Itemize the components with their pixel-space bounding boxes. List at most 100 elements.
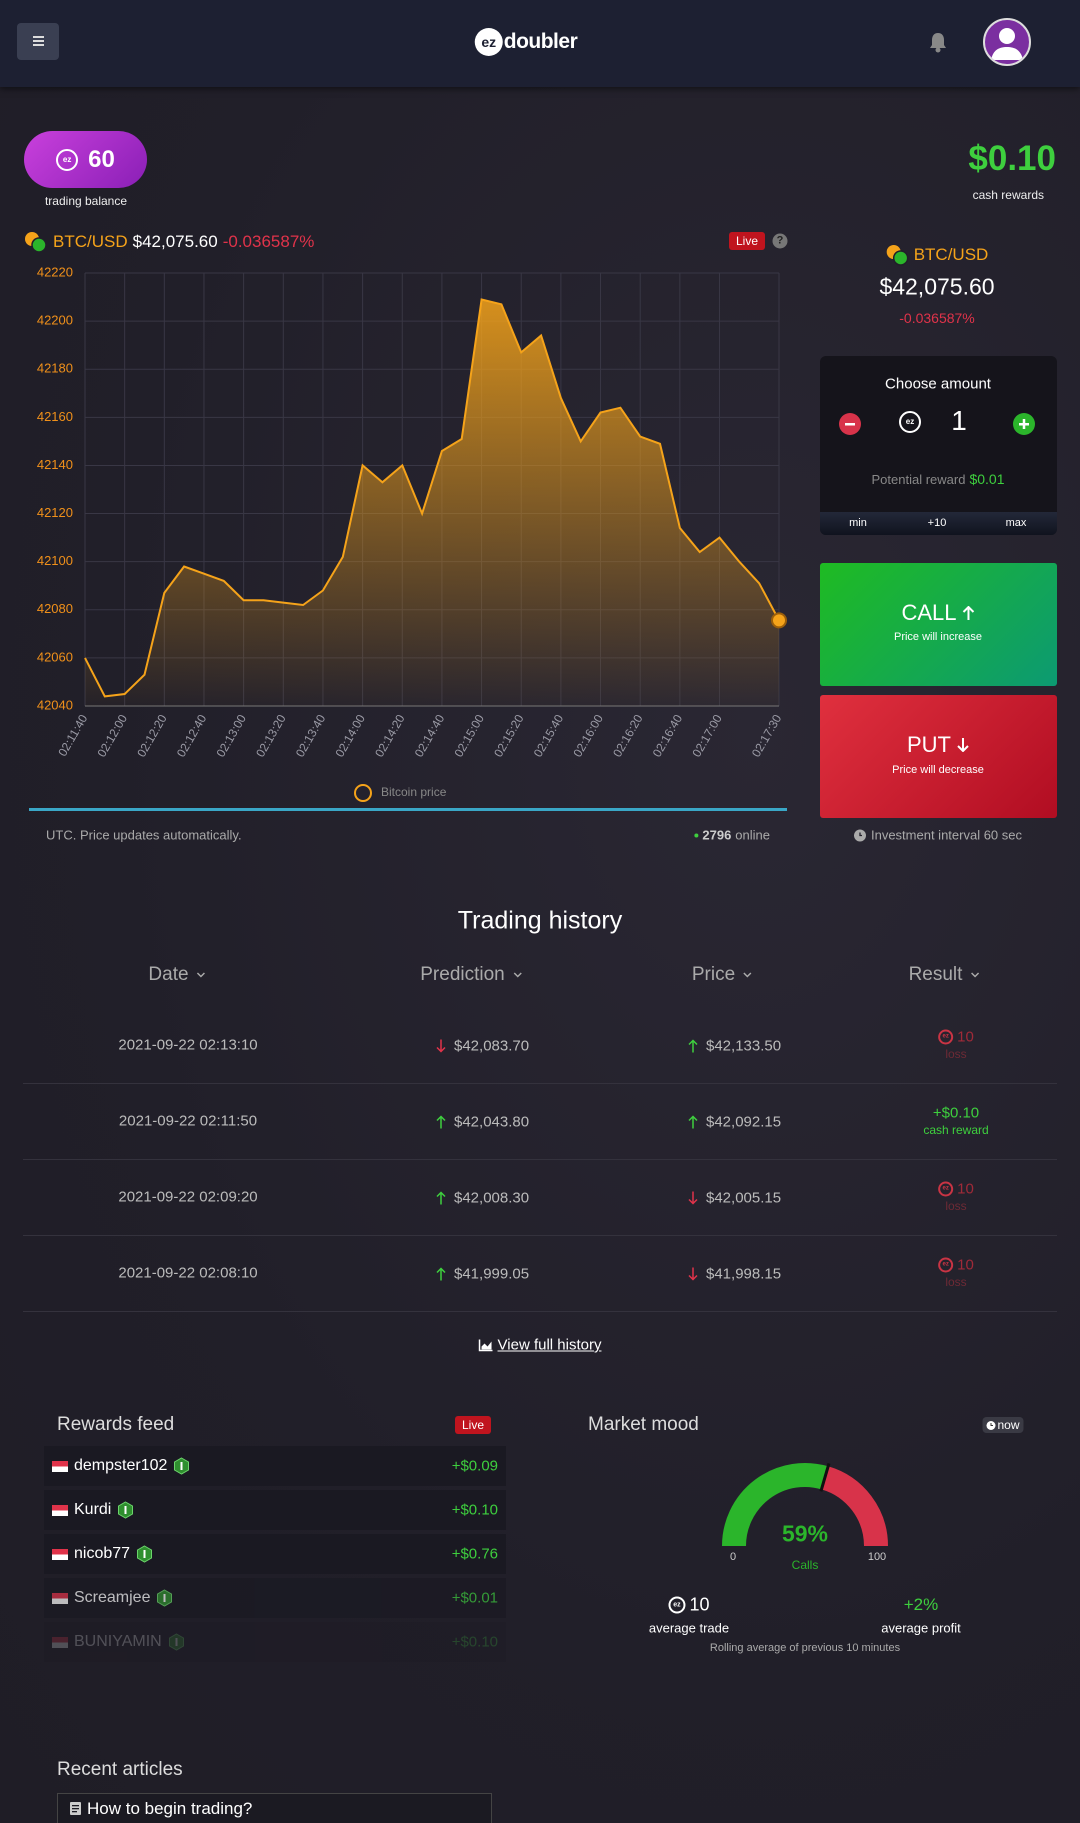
user-name: dempster102 xyxy=(74,1457,168,1474)
price-cell: $42,005.15 xyxy=(688,1190,781,1207)
online-label: online xyxy=(735,827,770,843)
now-badge: now xyxy=(982,1417,1024,1433)
gauge-value: 59% xyxy=(781,1520,829,1547)
reward-user: BUNIYAMIN xyxy=(52,1633,185,1651)
y-tick-label: 42160 xyxy=(37,409,73,424)
balance-pill[interactable]: ez 60 xyxy=(24,131,147,188)
full-history-link[interactable]: View full history xyxy=(478,1336,602,1354)
ez-icon: ez xyxy=(56,148,79,171)
potential-reward: Potential reward $0.01 xyxy=(872,471,1005,487)
pair: BTC/USD xyxy=(53,232,128,251)
x-tick-label: 02:15:20 xyxy=(491,712,527,760)
avg-profit-label: average profit xyxy=(881,1620,961,1636)
column-header[interactable]: Result xyxy=(909,964,980,986)
bell-icon[interactable] xyxy=(928,31,948,53)
article-link[interactable]: How to begin trading? xyxy=(57,1793,492,1823)
prediction-cell: $41,999.05 xyxy=(436,1266,529,1283)
put-title: PUT xyxy=(907,732,969,758)
result-amount: 10 xyxy=(957,1180,974,1198)
flag xyxy=(52,1636,68,1648)
top-bar xyxy=(0,0,1080,87)
ez-icon: ez xyxy=(938,1257,954,1273)
result-value: ez 10 xyxy=(938,1257,974,1274)
up-arrow xyxy=(436,1191,446,1205)
x-tick-label: 02:14:00 xyxy=(332,712,368,760)
y-tick-label: 42060 xyxy=(37,649,73,664)
x-tick-label: 02:11:40 xyxy=(55,712,90,759)
preset-button[interactable]: min xyxy=(849,517,867,529)
x-tick-label: 02:14:20 xyxy=(372,712,408,760)
clock-icon xyxy=(853,829,866,841)
y-tick-label: 42120 xyxy=(37,505,73,520)
up-arrow xyxy=(688,1039,698,1053)
avatar[interactable] xyxy=(983,18,1031,66)
prediction-cell: $42,008.30 xyxy=(436,1190,529,1207)
x-tick-label: 02:15:00 xyxy=(451,712,487,760)
column-header[interactable]: Price xyxy=(692,964,752,986)
result-amount: 10 xyxy=(957,1028,974,1046)
chart-note: UTC. Price updates automatically. xyxy=(46,827,242,843)
up-arrow xyxy=(436,1267,446,1281)
column-label: Prediction xyxy=(420,964,505,985)
preset-button[interactable]: max xyxy=(1005,517,1027,529)
clock-icon xyxy=(986,1420,996,1430)
preset-strip xyxy=(820,512,1057,535)
trade-price: $42,075.60 xyxy=(879,273,995,300)
x-tick-label: 02:13:20 xyxy=(253,712,289,760)
badge-icon xyxy=(168,1633,184,1651)
x-tick-label: 02:12:00 xyxy=(95,712,131,760)
call-sub: Price will increase xyxy=(893,631,983,643)
row-date: 2021-09-22 02:09:20 xyxy=(118,1188,258,1206)
potential-label: Potential reward xyxy=(871,471,966,487)
arrow-icon xyxy=(436,1267,446,1281)
help-icon[interactable]: ? xyxy=(772,233,788,249)
reward-user: dempster102 xyxy=(52,1457,190,1475)
price-value: $42,092.15 xyxy=(706,1113,782,1131)
pair-icon xyxy=(886,245,909,266)
chevron xyxy=(197,972,206,978)
column-label: Price xyxy=(691,964,736,985)
y-tick-label: 42140 xyxy=(37,457,73,472)
reward-amount: +$0.09 xyxy=(451,1457,498,1475)
logo[interactable]: ez doubler xyxy=(474,28,578,56)
ticker: BTC/USD $42,075.60 -0.036587% xyxy=(24,231,314,253)
chevron xyxy=(513,972,522,978)
column-header[interactable]: Date xyxy=(148,964,206,986)
down-arrow xyxy=(436,1039,446,1053)
gauge-caption: Calls xyxy=(791,1558,819,1572)
badge-icon xyxy=(118,1501,134,1519)
preset-button[interactable]: +10 xyxy=(927,517,947,529)
put-sub: Price will decrease xyxy=(892,764,984,776)
price-cell: $42,133.50 xyxy=(688,1038,781,1055)
flag xyxy=(52,1592,68,1604)
y-tick-label: 42100 xyxy=(37,553,73,568)
x-tick-label: 02:13:00 xyxy=(213,712,249,760)
ez-icon: ez xyxy=(938,1181,954,1197)
column-header[interactable]: Prediction xyxy=(420,964,522,986)
prediction-value: $41,999.05 xyxy=(454,1265,530,1283)
x-tick-label: 02:13:40 xyxy=(293,712,329,760)
call-button[interactable] xyxy=(820,563,1057,686)
menu-icon xyxy=(33,36,44,46)
minus-button[interactable] xyxy=(839,413,861,435)
amount[interactable]: 1 xyxy=(951,405,967,436)
result-amount: +$0.10 xyxy=(932,1104,980,1122)
pair-icon xyxy=(25,232,47,253)
reward-user: Screamjee xyxy=(52,1589,173,1607)
gauge-max: 100 xyxy=(867,1551,887,1563)
doc-icon xyxy=(70,1802,81,1815)
menu-button[interactable] xyxy=(17,23,59,60)
rewards-title: Rewards feed xyxy=(57,1414,175,1435)
x-tick-label: 02:17:00 xyxy=(689,712,725,760)
user-badge xyxy=(173,1457,190,1475)
plus-button[interactable] xyxy=(1013,413,1035,435)
row-divider xyxy=(23,1235,1057,1236)
balance-amount: 60 xyxy=(88,145,115,173)
put-button[interactable] xyxy=(820,695,1057,818)
link-text: View full history xyxy=(497,1336,602,1354)
divider xyxy=(29,808,787,811)
badge-icon xyxy=(137,1545,153,1563)
potential-value: $0.01 xyxy=(969,471,1005,487)
y-tick-label: 42200 xyxy=(37,313,73,328)
